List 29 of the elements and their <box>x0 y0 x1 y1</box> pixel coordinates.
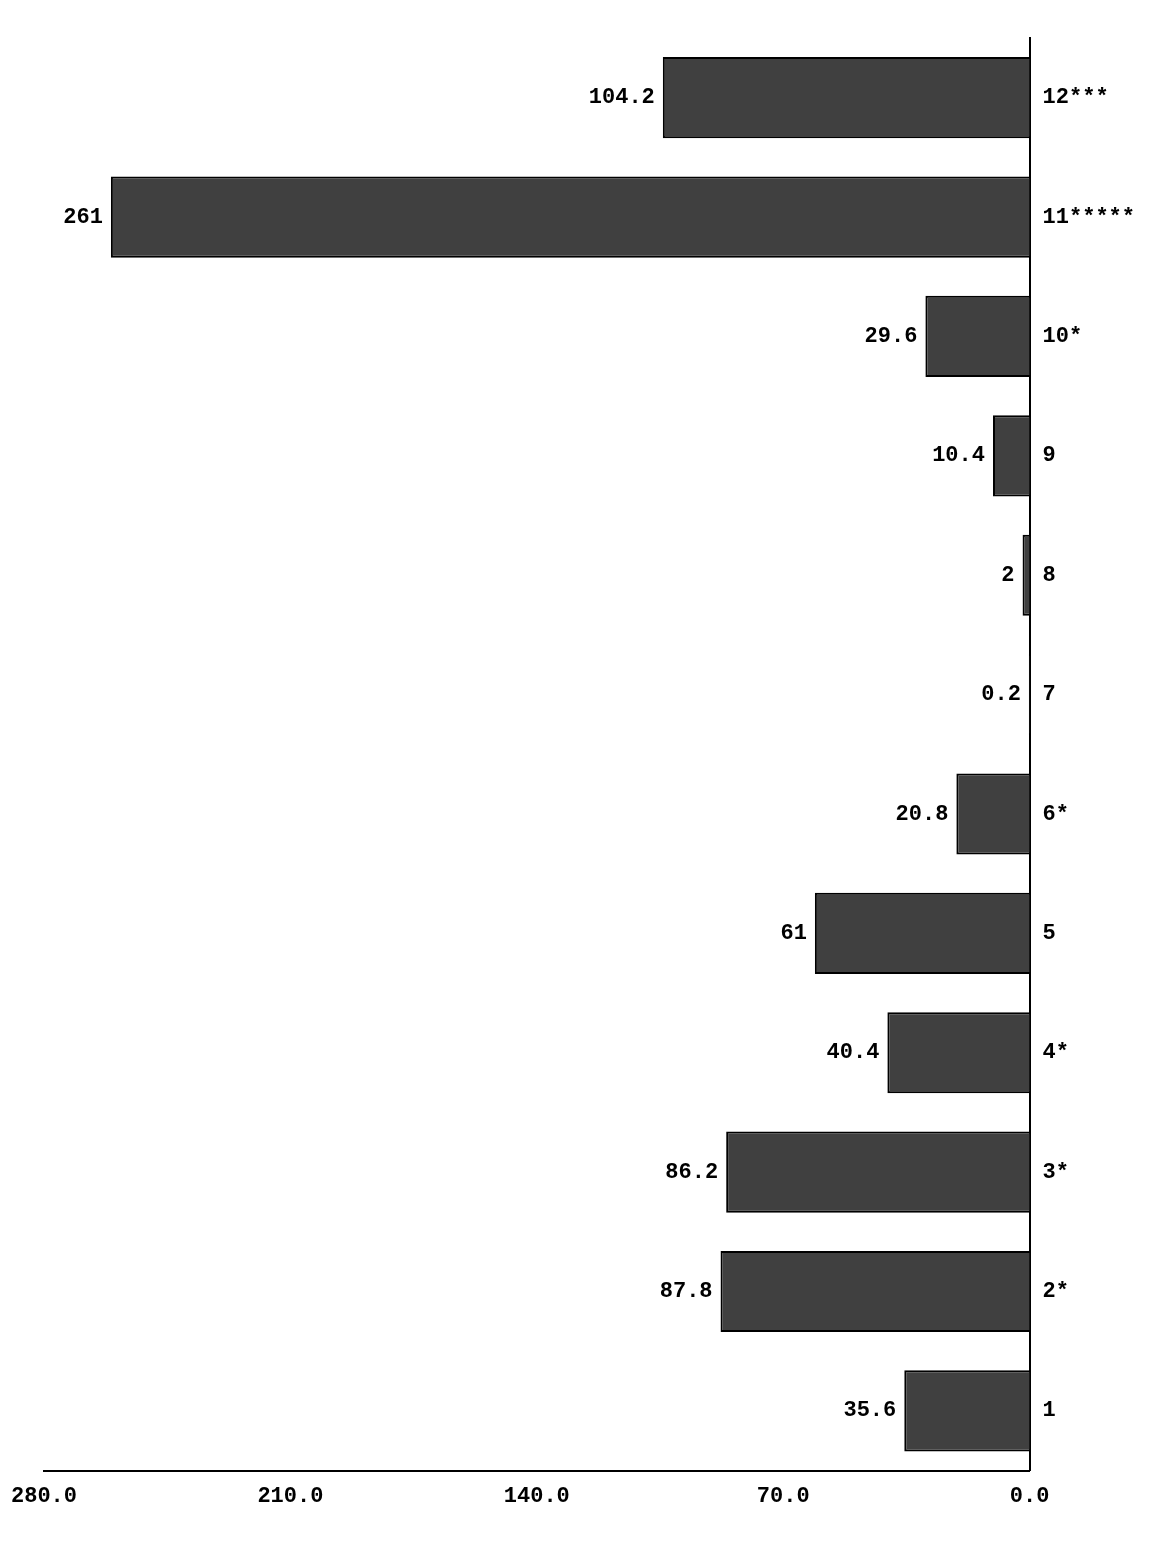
x-tick-label: 0.0 <box>1009 1484 1050 1510</box>
y-tick-label: 1 <box>1042 1398 1056 1424</box>
data-label: 0.2 <box>981 682 1021 708</box>
y-tick-label: 11***** <box>1042 204 1136 230</box>
data-label: 35.6 <box>843 1398 897 1424</box>
x-tick-label: 280.0 <box>11 1484 78 1510</box>
data-label: 104.2 <box>588 85 655 111</box>
data-label: 29.6 <box>864 324 918 350</box>
x-tick-label: 70.0 <box>756 1484 810 1510</box>
y-tick-label: 10* <box>1042 324 1083 350</box>
data-label: 20.8 <box>895 801 949 827</box>
x-tick-label: 140.0 <box>503 1484 570 1510</box>
data-label: 40.4 <box>826 1040 880 1066</box>
data-label: 2 <box>1001 562 1015 588</box>
y-tick-label: 5 <box>1042 920 1056 946</box>
data-label: 87.8 <box>659 1279 713 1305</box>
data-label: 10.4 <box>932 443 985 469</box>
data-label: 86.2 <box>665 1159 719 1185</box>
y-tick-label: 4* <box>1042 1040 1069 1066</box>
y-tick-label: 6* <box>1042 801 1069 827</box>
y-tick-label: 9 <box>1042 443 1056 469</box>
data-label: 261 <box>63 204 103 230</box>
y-tick-label: 3* <box>1042 1159 1069 1185</box>
x-tick-label: 210.0 <box>257 1484 324 1510</box>
y-tick-label: 7 <box>1042 682 1056 708</box>
data-label: 61 <box>780 920 807 946</box>
y-tick-label: 12*** <box>1042 85 1109 111</box>
y-tick-label: 8 <box>1042 562 1056 588</box>
y-tick-label: 2* <box>1042 1279 1069 1305</box>
